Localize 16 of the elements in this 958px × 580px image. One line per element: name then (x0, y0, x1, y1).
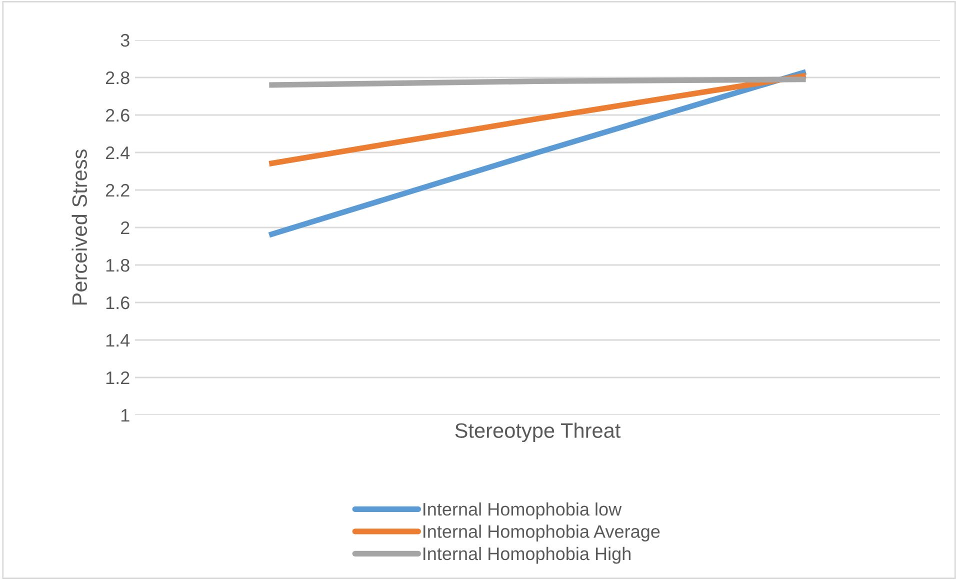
y-tick-label: 2.8 (106, 71, 130, 84)
y-tick-label: 1.4 (106, 334, 130, 347)
legend-label: Internal Homophobia High (424, 546, 630, 564)
y-tick-label: 2.6 (106, 108, 130, 122)
legend-label: Internal Homophobia low (424, 502, 622, 520)
y-tick-label: 1.2 (106, 371, 130, 384)
y-tick-label: 2.4 (106, 146, 130, 160)
y-tick-label: 3 (120, 34, 130, 47)
y-tick-label: 1.6 (106, 296, 130, 310)
y-tick-label: 1 (121, 409, 130, 422)
y-tick-label: 2.2 (106, 184, 130, 197)
y-tick-label: 2 (121, 221, 130, 234)
y-tick-label: 1.8 (106, 258, 130, 272)
y-axis-title: Perceived Stress (72, 150, 88, 305)
x-axis-title: Stereotype Threat (455, 422, 621, 442)
legend-label: Internal Homophobia Average (424, 524, 660, 542)
